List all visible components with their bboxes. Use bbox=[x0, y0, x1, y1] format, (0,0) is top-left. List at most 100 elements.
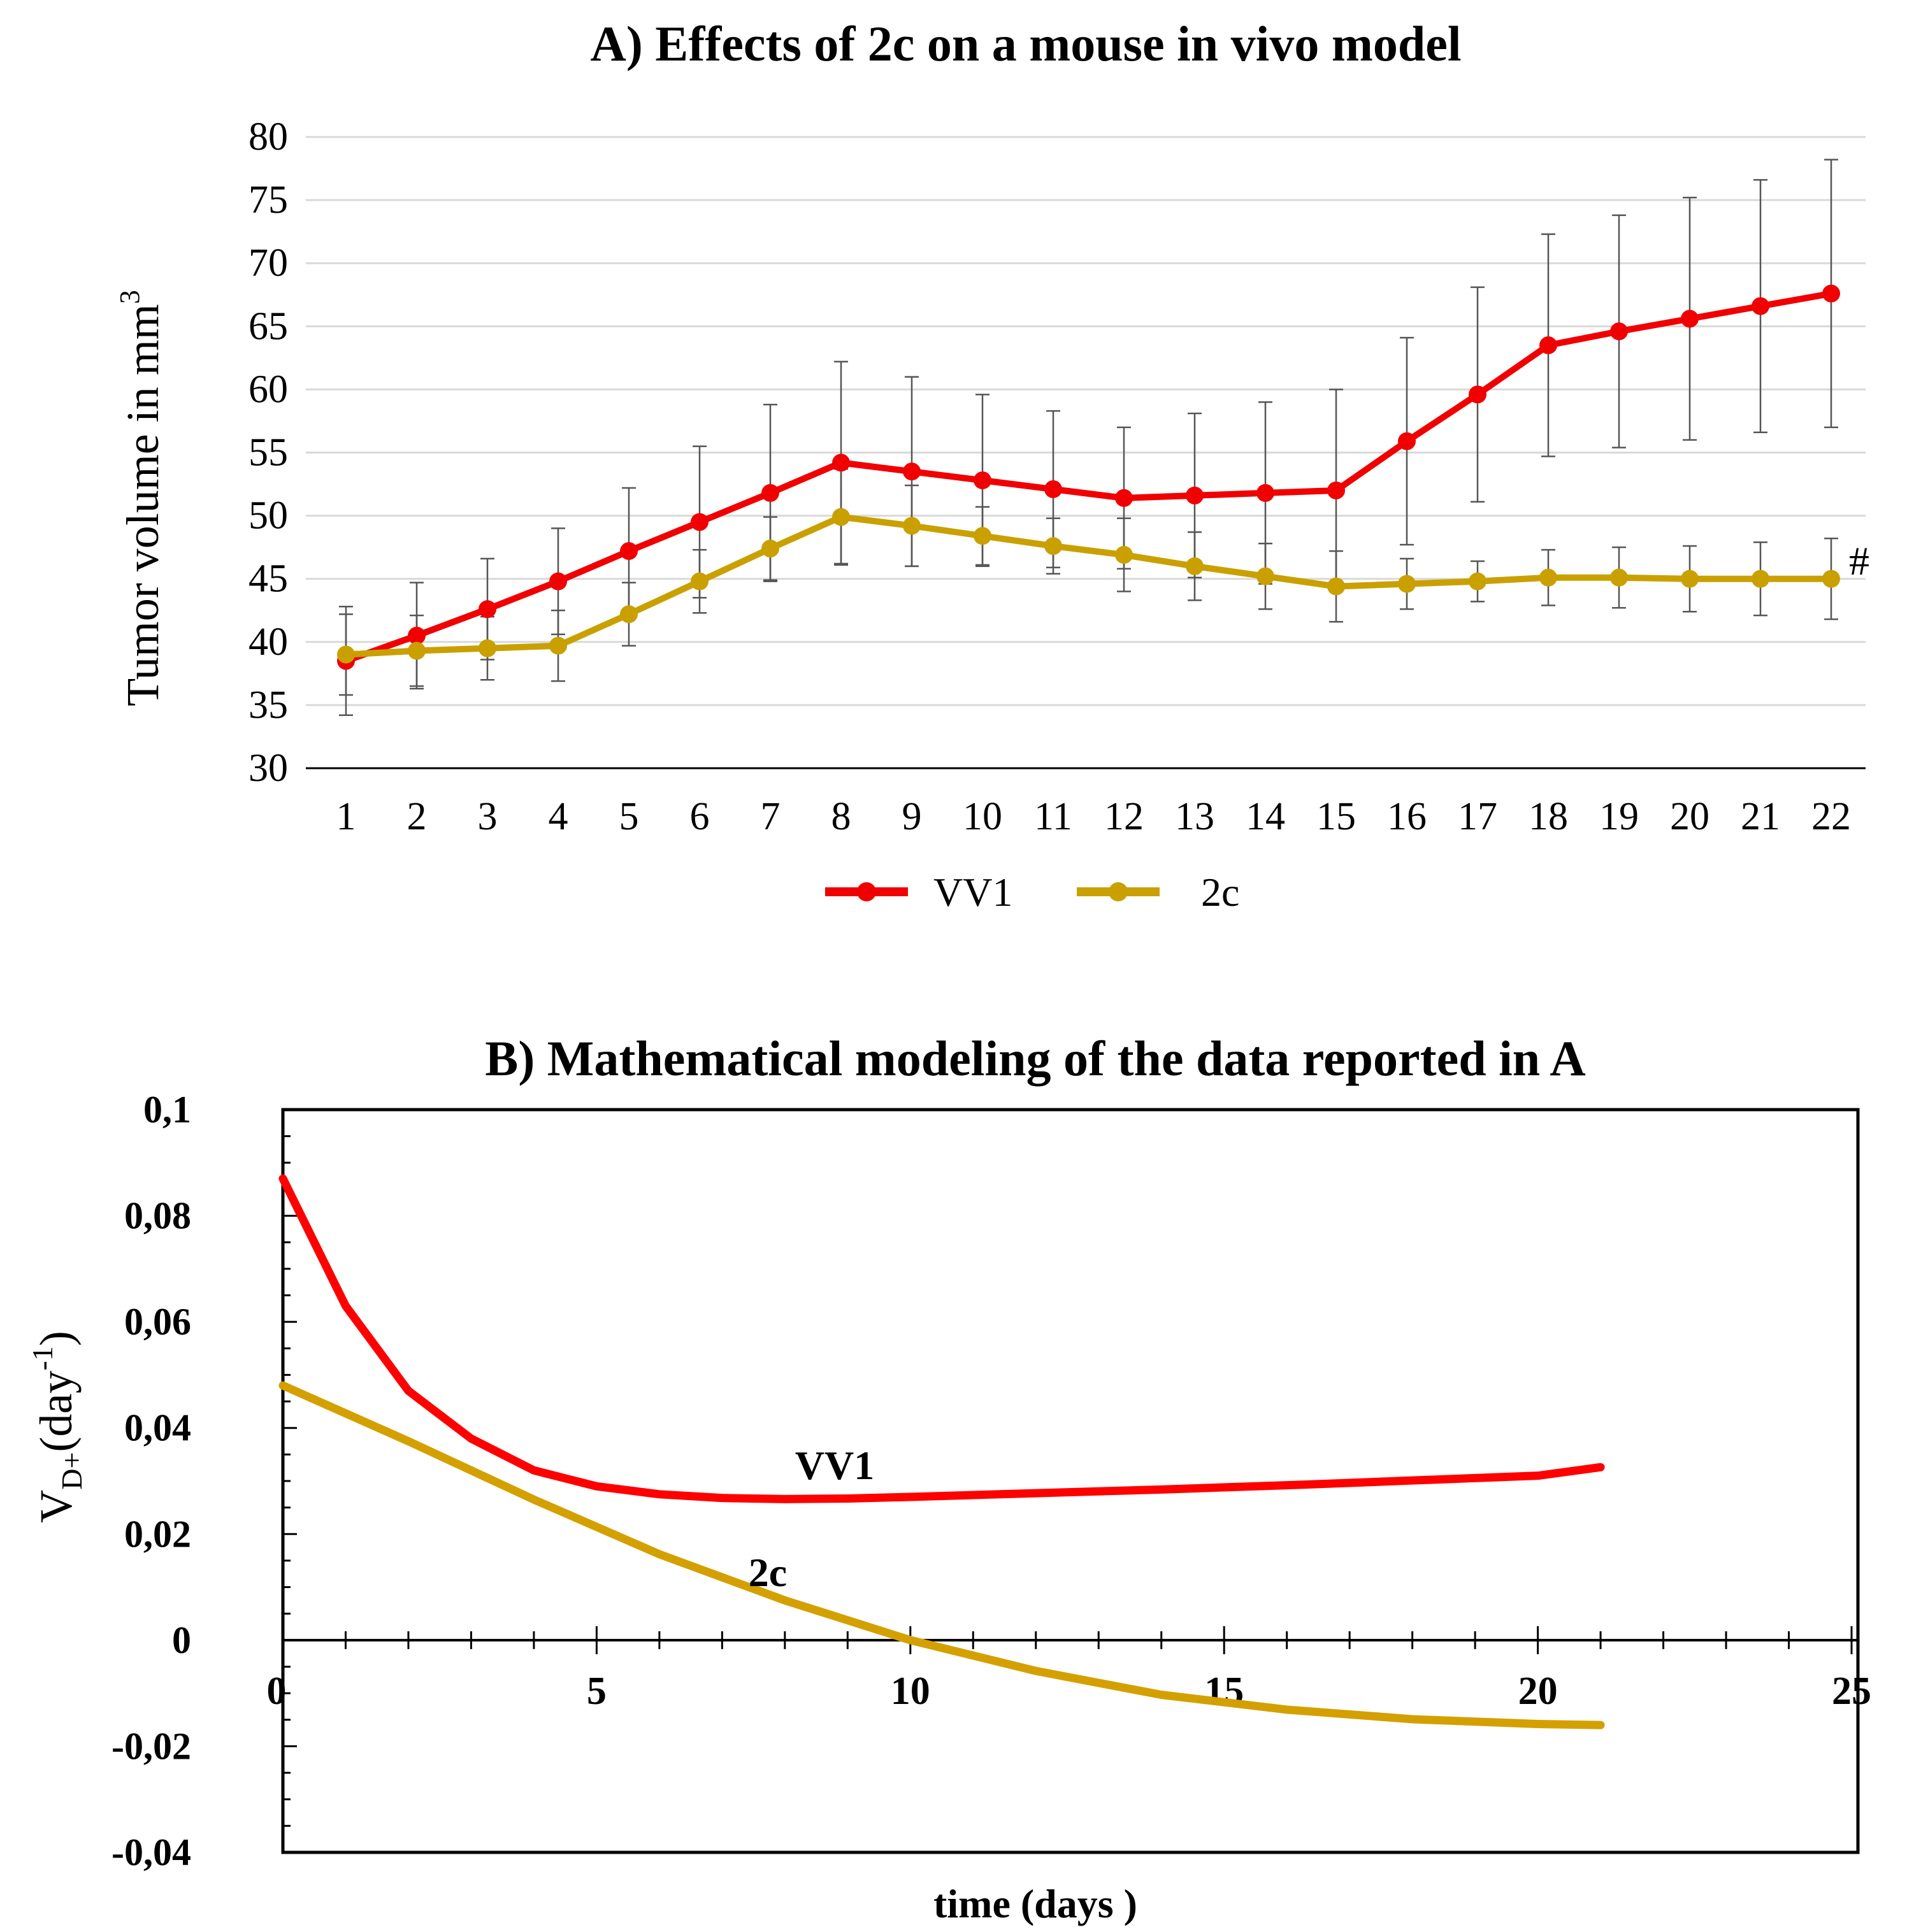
chart-a-y-tick-label: 50 bbox=[248, 494, 288, 538]
chart-a-point-2c bbox=[1044, 537, 1062, 555]
chart-a-x-tick-label: 17 bbox=[1458, 795, 1497, 838]
chart-a-point-vv1 bbox=[1327, 481, 1345, 499]
chart-b-y-tick-label: 0,04 bbox=[124, 1407, 191, 1449]
chart-a-point-vv1 bbox=[1539, 336, 1557, 355]
chart-a-point-2c bbox=[337, 645, 355, 664]
chart-a-point-2c bbox=[1186, 557, 1204, 575]
chart-a-point-2c bbox=[1752, 569, 1769, 588]
chart-a-point-vv1 bbox=[1752, 297, 1769, 315]
chart-a-x-tick-label: 7 bbox=[761, 795, 781, 838]
chart-a-point-vv1 bbox=[549, 572, 567, 590]
chart-a-point-2c bbox=[620, 605, 638, 624]
chart-b-y-tick-label: 0 bbox=[172, 1619, 191, 1661]
chart-a-point-2c bbox=[974, 527, 991, 545]
chart-a-x-tick-label: 12 bbox=[1104, 795, 1144, 838]
chart-b: B) Mathematical modeling of the data rep… bbox=[26, 1031, 1871, 1926]
chart-a-points bbox=[337, 284, 1840, 670]
chart-b-series-label-2c: 2c bbox=[749, 1550, 787, 1595]
chart-a-x-tick-label: 5 bbox=[619, 795, 639, 838]
chart-b-plot-frame bbox=[281, 1108, 1860, 1854]
chart-a-point-2c bbox=[1822, 569, 1840, 588]
chart-a-point-vv1 bbox=[408, 626, 426, 645]
chart-a-point-2c bbox=[1115, 546, 1133, 564]
chart-b-title: B) Mathematical modeling of the data rep… bbox=[485, 1031, 1585, 1086]
chart-a-x-tick-label: 4 bbox=[549, 795, 568, 838]
chart-a-point-2c bbox=[1327, 577, 1345, 596]
chart-b-x-tick-label: 20 bbox=[1518, 1670, 1558, 1713]
chart-a-annotation-hash: # bbox=[1849, 538, 1869, 583]
chart-a-x-tick-label: 18 bbox=[1529, 795, 1568, 838]
chart-a-y-tick-label: 80 bbox=[248, 115, 288, 159]
chart-a-x-tick-label: 2 bbox=[407, 795, 427, 838]
chart-b-x-tick-label: 5 bbox=[587, 1670, 607, 1713]
chart-a-point-vv1 bbox=[1822, 284, 1840, 303]
chart-a-point-2c bbox=[903, 517, 921, 535]
chart-a-x-tick-label: 14 bbox=[1246, 795, 1285, 838]
chart-a-y-tick-label: 35 bbox=[248, 683, 288, 727]
chart-b-x-tick-labels: 0 5 10 15 20 25 bbox=[267, 1670, 1872, 1713]
chart-a-point-2c bbox=[761, 540, 779, 558]
chart-a-x-tick-label: 11 bbox=[1034, 795, 1072, 838]
chart-a-point-vv1 bbox=[691, 513, 709, 531]
chart-a-x-tick-label: 13 bbox=[1175, 795, 1214, 838]
chart-a-x-tick-label: 15 bbox=[1316, 795, 1356, 838]
chart-a-point-2c bbox=[479, 639, 496, 657]
chart-a-series-line-2c bbox=[345, 513, 1831, 658]
chart-a-y-axis-label-sup: 3 bbox=[114, 290, 145, 304]
chart-b-x-axis-label: time (days ) bbox=[933, 1881, 1137, 1926]
legend-2c-marker bbox=[1109, 882, 1128, 901]
chart-a-point-vv1 bbox=[1256, 483, 1274, 502]
chart-a-point-2c bbox=[1610, 568, 1628, 587]
chart-a-y-tick-label: 30 bbox=[248, 747, 288, 790]
chart-a-series-line-vv1 bbox=[345, 290, 1832, 664]
chart-b-y-tick-labels: -0,04 -0,02 0 0,02 0,04 0,06 0,08 0,1 bbox=[112, 1089, 191, 1873]
chart-a-point-vv1 bbox=[1115, 489, 1133, 507]
chart-a-x-tick-label: 6 bbox=[690, 795, 710, 838]
chart-a-y-tick-label: 40 bbox=[248, 620, 288, 664]
chart-a-y-tick-labels: 30 35 40 45 50 55 60 65 70 75 80 bbox=[248, 115, 288, 790]
chart-a-point-2c bbox=[691, 572, 709, 590]
chart-a-point-2c bbox=[1681, 569, 1699, 588]
legend-2c-label: 2c bbox=[1201, 869, 1239, 915]
chart-a-x-tick-label: 19 bbox=[1599, 795, 1639, 838]
chart-b-y-axis-label-sup: -1 bbox=[26, 1346, 59, 1370]
chart-b-axes bbox=[282, 1108, 1858, 1854]
chart-b-y-tick-label: -0,04 bbox=[112, 1831, 191, 1873]
chart-a-y-tick-label: 70 bbox=[248, 241, 288, 285]
chart-a-x-tick-label: 9 bbox=[902, 795, 922, 838]
chart-b-series-line-vv1 bbox=[278, 1174, 1605, 1503]
chart-a-y-tick-label: 45 bbox=[248, 557, 288, 601]
chart-a-point-vv1 bbox=[1044, 480, 1062, 498]
chart-a-point-vv1 bbox=[974, 471, 991, 490]
chart-b-x-tick-label: 0 bbox=[267, 1670, 287, 1713]
chart-b-y-tick-label: 0,02 bbox=[124, 1513, 191, 1555]
chart-a-point-vv1 bbox=[620, 542, 638, 561]
chart-a-point-2c bbox=[1256, 567, 1274, 585]
chart-a-point-vv1 bbox=[479, 600, 496, 619]
chart-a-y-tick-label: 75 bbox=[248, 178, 288, 222]
chart-a-point-vv1 bbox=[761, 483, 779, 502]
chart-a-point-2c bbox=[1398, 575, 1416, 593]
chart-a-point-2c bbox=[549, 636, 567, 655]
chart-a-x-tick-label: 3 bbox=[478, 795, 498, 838]
chart-a-x-tick-label: 10 bbox=[963, 795, 1002, 838]
chart-a-point-vv1 bbox=[832, 454, 850, 472]
chart-a-y-tick-label: 60 bbox=[248, 368, 288, 411]
chart-a-x-tick-label: 21 bbox=[1741, 795, 1780, 838]
chart-a-gridlines bbox=[306, 136, 1866, 769]
chart-a-y-tick-label: 55 bbox=[248, 431, 288, 475]
chart-b-y-axis-label-sub: D+ bbox=[55, 1452, 88, 1490]
chart-a-x-tick-label: 22 bbox=[1811, 795, 1851, 838]
chart-a-title: A) Effects of 2c on a mouse in vivo mode… bbox=[590, 16, 1461, 71]
legend-vv1-label: VV1 bbox=[933, 869, 1012, 915]
chart-a-point-2c bbox=[1469, 572, 1486, 590]
chart-b-y-tick-label: -0,02 bbox=[112, 1725, 191, 1767]
chart-a-point-2c bbox=[408, 641, 426, 660]
chart-b-x-tick-label: 10 bbox=[891, 1670, 930, 1713]
chart-a-y-axis-label: Tumor volume in mm3 bbox=[114, 290, 168, 706]
chart-a-x-tick-label: 1 bbox=[336, 795, 356, 838]
chart-a: A) Effects of 2c on a mouse in vivo mode… bbox=[114, 16, 1869, 915]
chart-a-series-lines bbox=[345, 290, 1832, 664]
chart-b-series-lines bbox=[278, 1174, 1605, 1729]
